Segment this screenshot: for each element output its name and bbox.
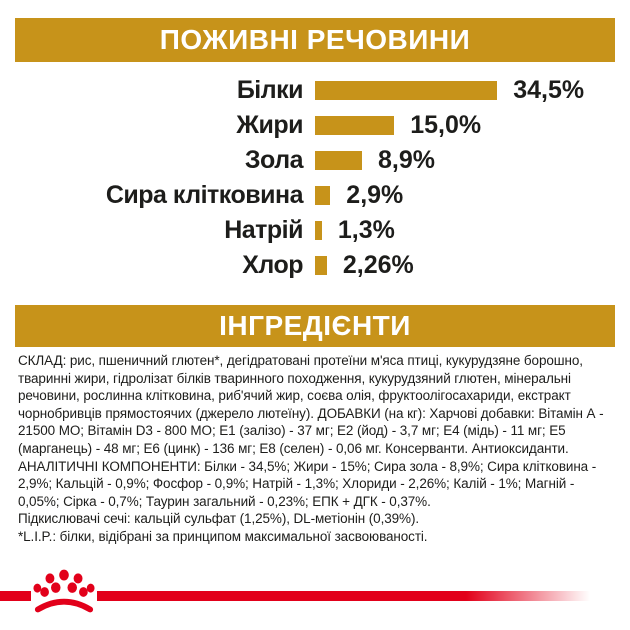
chart-value-label: 1,3% xyxy=(337,216,395,244)
chart-row: Натрій 1,3% xyxy=(0,213,630,248)
chart-value-label: 2,26% xyxy=(342,251,414,279)
chart-value-label: 15,0% xyxy=(410,111,482,139)
chart-bar xyxy=(315,256,327,275)
chart-value-label: 8,9% xyxy=(378,146,435,174)
nutrients-banner-title: ПОЖИВНІ РЕЧОВИНИ xyxy=(159,24,471,55)
chart-bar xyxy=(315,81,498,100)
chart-value-label: 2,9% xyxy=(346,181,404,209)
ingredients-banner: ІНГРЕДІЄНТИ xyxy=(15,305,615,347)
ingredients-banner-title: ІНГРЕДІЄНТИ xyxy=(219,310,411,341)
chart-value-label: 34,5% xyxy=(513,76,585,104)
royal-canin-crown-logo xyxy=(32,566,96,618)
lip-footnote-text: *L.I.P.: білки, відібрані за принципом м… xyxy=(18,528,428,544)
chart-row: Жири 15,0% xyxy=(0,108,630,143)
chart-row: Зола 8,9% xyxy=(0,143,630,178)
chart-bar xyxy=(315,221,322,240)
chart-category-label: Натрій xyxy=(224,216,303,244)
chart-bar xyxy=(315,151,362,170)
analytical-components-text: АНАЛІТИЧНІ КОМПОНЕНТИ: Білки - 34,5%; Жи… xyxy=(18,458,597,509)
chart-row: Хлор 2,26% xyxy=(0,248,630,283)
red-accent-band xyxy=(0,591,590,601)
chart-bar xyxy=(315,116,395,135)
footer-brand-band xyxy=(0,560,630,630)
chart-category-label: Зола xyxy=(244,146,304,174)
chart-row: Сира клітковина 2,9% xyxy=(0,178,630,213)
chart-bar xyxy=(315,186,331,205)
urine-acidifiers-text: Підкислювачі сечі: кальцій сульфат (1,25… xyxy=(18,511,419,527)
nutrients-banner: ПОЖИВНІ РЕЧОВИНИ xyxy=(15,18,615,62)
nutrients-bar-chart: Білки 34,5% Жири 15,0% Зола 8,9% Сира кліткови… xyxy=(0,73,630,283)
composition-and-additives-text: СКЛАД: рис, пшеничний глютен*, дегідрато… xyxy=(18,353,604,456)
chart-category-label: Хлор xyxy=(242,251,303,279)
crown-icon xyxy=(33,569,95,613)
ingredients-text-block: СКЛАД: рис, пшеничний глютен*, дегідрато… xyxy=(18,352,614,546)
chart-category-label: Жири xyxy=(236,111,303,139)
chart-row: Білки 34,5% xyxy=(0,73,630,108)
chart-category-label: Сира клітковина xyxy=(105,181,304,209)
chart-category-label: Білки xyxy=(236,76,304,104)
